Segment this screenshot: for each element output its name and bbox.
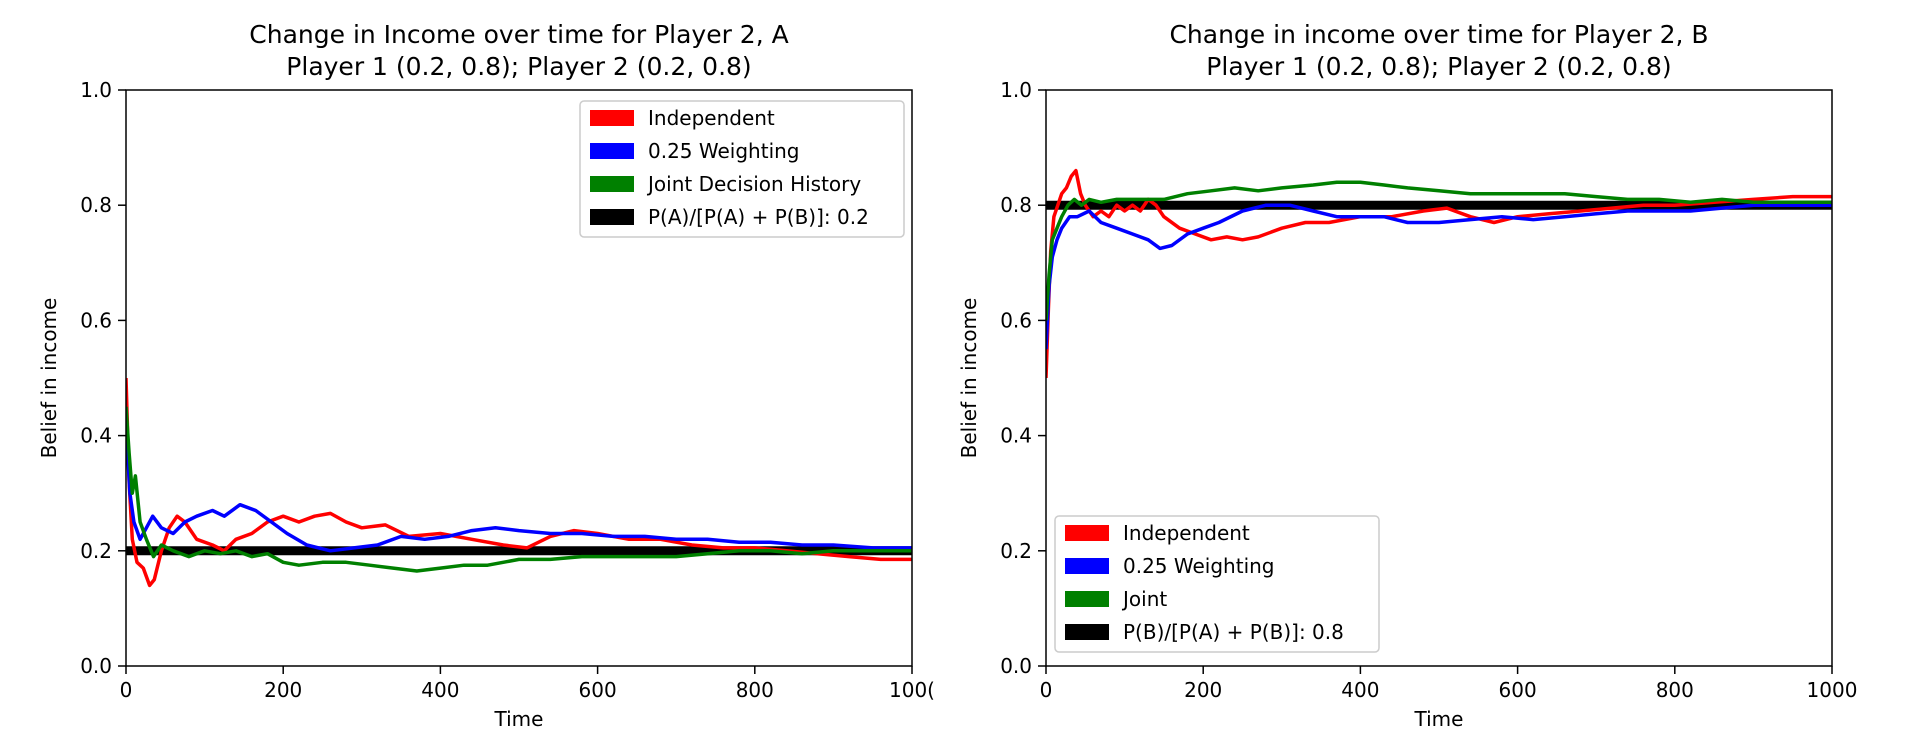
- legend-label: 0.25 Weighting: [648, 139, 800, 163]
- y-tick-label: 0.6: [1000, 308, 1032, 332]
- x-tick-label: 600: [579, 678, 617, 702]
- chart-panel-2: Change in income over time for Player 2,…: [957, 20, 1857, 731]
- x-tick-label: 200: [264, 678, 302, 702]
- x-tick-label: 200: [1184, 678, 1222, 702]
- chart-subtitle: Player 1 (0.2, 0.8); Player 2 (0.2, 0.8): [286, 52, 751, 81]
- legend: Independent 0.25 Weighting Joint Decision …: [579, 100, 905, 238]
- legend-box: [579, 100, 905, 238]
- legend-swatch: [1065, 624, 1109, 640]
- x-tick-label: 1000: [1807, 678, 1858, 702]
- legend: Independent 0.25 Weighting Joint P(B)/[P(A)…: [1054, 515, 1380, 653]
- legend-swatch: [590, 110, 634, 126]
- y-tick-label: 0.0: [1000, 654, 1032, 678]
- series-line-2: [126, 424, 912, 553]
- plot-frame: [125, 89, 913, 667]
- x-axis-label: Time: [1414, 707, 1464, 731]
- series-line-3: [1046, 180, 1832, 321]
- series-line-3: [126, 406, 912, 573]
- legend-label: 0.25 Weighting: [1123, 554, 1275, 578]
- y-tick-label: 0.2: [80, 539, 112, 563]
- legend-swatch: [590, 209, 634, 225]
- legend-swatch: [1065, 558, 1109, 574]
- y-tick-label: 1.0: [80, 78, 112, 102]
- series-line-2: [1046, 203, 1832, 350]
- legend-label: P(B)/[P(A) + P(B)]: 0.8: [1123, 620, 1344, 644]
- x-tick-label: 800: [736, 678, 774, 702]
- legend-box: [1054, 515, 1380, 653]
- legend-label: P(A)/[P(A) + P(B)]: 0.2: [648, 205, 869, 229]
- x-tick-label: 400: [421, 678, 459, 702]
- series-line-1: [1046, 168, 1832, 379]
- y-tick-label: 0.4: [1000, 424, 1032, 448]
- x-tick-label: 100(: [889, 678, 935, 702]
- y-tick-label: 0.0: [80, 654, 112, 678]
- series-line-1: [126, 377, 912, 588]
- x-axis-label: Time: [494, 707, 544, 731]
- legend-swatch: [590, 176, 634, 192]
- x-tick-label: 800: [1656, 678, 1694, 702]
- y-axis-label: Belief in income: [957, 298, 981, 459]
- y-tick-label: 0.8: [80, 193, 112, 217]
- x-tick-label: 400: [1341, 678, 1379, 702]
- y-tick-label: 0.6: [80, 308, 112, 332]
- plot-lines: [1046, 168, 1832, 379]
- x-tick-label: 600: [1499, 678, 1537, 702]
- chart-subtitle: Player 1 (0.2, 0.8); Player 2 (0.2, 0.8): [1206, 52, 1671, 81]
- chart-title: Change in Income over time for Player 2,…: [249, 20, 788, 49]
- legend-label: Independent: [1123, 521, 1250, 545]
- chart-title: Change in income over time for Player 2,…: [1169, 20, 1708, 49]
- legend-swatch: [1065, 591, 1109, 607]
- y-tick-label: 0.8: [1000, 193, 1032, 217]
- plot-lines: [126, 377, 912, 588]
- legend-label: Independent: [648, 106, 775, 130]
- chart-panel-1: Change in Income over time for Player 2,…: [37, 20, 935, 731]
- legend-swatch: [590, 143, 634, 159]
- y-tick-label: 1.0: [1000, 78, 1032, 102]
- legend-swatch: [1065, 525, 1109, 541]
- legend-label: Joint Decision History: [646, 172, 861, 196]
- x-tick-label: 0: [1040, 678, 1053, 702]
- y-axis-label: Belief in income: [37, 298, 61, 459]
- y-tick-label: 0.4: [80, 424, 112, 448]
- y-tick-label: 0.2: [1000, 539, 1032, 563]
- legend-label: Joint: [1121, 587, 1167, 611]
- x-tick-label: 0: [120, 678, 133, 702]
- plot-frame: [1045, 89, 1833, 667]
